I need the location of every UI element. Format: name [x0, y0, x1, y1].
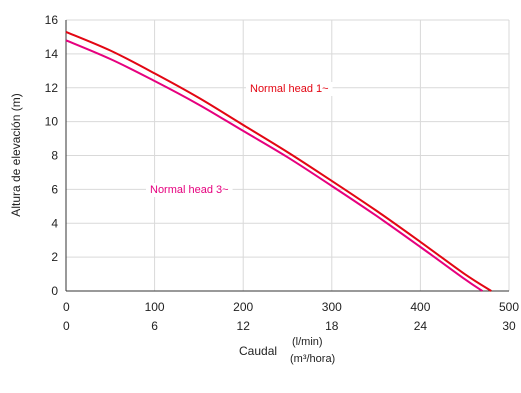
y-tick-label: 6	[51, 182, 58, 196]
x-tick-label-m3h: 0	[63, 319, 70, 333]
x-tick-label-m3h: 18	[325, 319, 339, 333]
x-tick-label-lmin: 100	[145, 300, 165, 314]
y-axis-title: Altura de elevación (m)	[9, 93, 23, 216]
y-tick-label: 12	[45, 81, 59, 95]
series-line-1	[65, 30, 492, 292]
x-tick-label-lmin: 200	[233, 300, 253, 314]
series-lines	[65, 30, 492, 292]
y-tick-label: 4	[51, 216, 58, 230]
series-label-background	[246, 82, 333, 96]
series-line-2	[65, 39, 483, 292]
series-label-background	[146, 183, 233, 197]
x-tick-label-lmin: 400	[410, 300, 430, 314]
y-tick-label: 8	[51, 149, 58, 163]
x-tick-label-lmin: 0	[63, 300, 70, 314]
series-label-2: Normal head 3~	[150, 184, 229, 196]
y-tick-label: 10	[45, 115, 59, 129]
x-axis-title: Caudal	[239, 344, 277, 358]
x-tick-label-m3h: 6	[151, 319, 158, 333]
axes	[65, 20, 509, 292]
y-tick-labels: 0 2 4 6 8 10 12 14 16	[45, 13, 59, 298]
x-tick-label-m3h: 12	[237, 319, 251, 333]
x-tick-label-m3h: 24	[414, 319, 428, 333]
x-tick-label-lmin: 500	[499, 300, 519, 314]
x-tick-label-m3h: 30	[502, 319, 516, 333]
x-tick-labels-m3h: 0 6 12 18 24 30	[63, 319, 516, 333]
y-tick-label: 0	[51, 284, 58, 298]
series-label-1: Normal head 1~	[250, 83, 329, 95]
y-tick-label: 14	[45, 47, 59, 61]
x-axis-unit-lmin: (l/min)	[292, 336, 323, 348]
x-axis-unit-m3h: (m³/hora)	[290, 353, 335, 365]
y-tick-label: 2	[51, 250, 58, 264]
series-labels: Normal head 1~ Normal head 3~	[146, 82, 333, 197]
y-tick-label: 16	[45, 13, 59, 27]
x-tick-labels-lmin: 0 100 200 300 400 500	[63, 300, 519, 314]
x-tick-label-lmin: 300	[322, 300, 342, 314]
